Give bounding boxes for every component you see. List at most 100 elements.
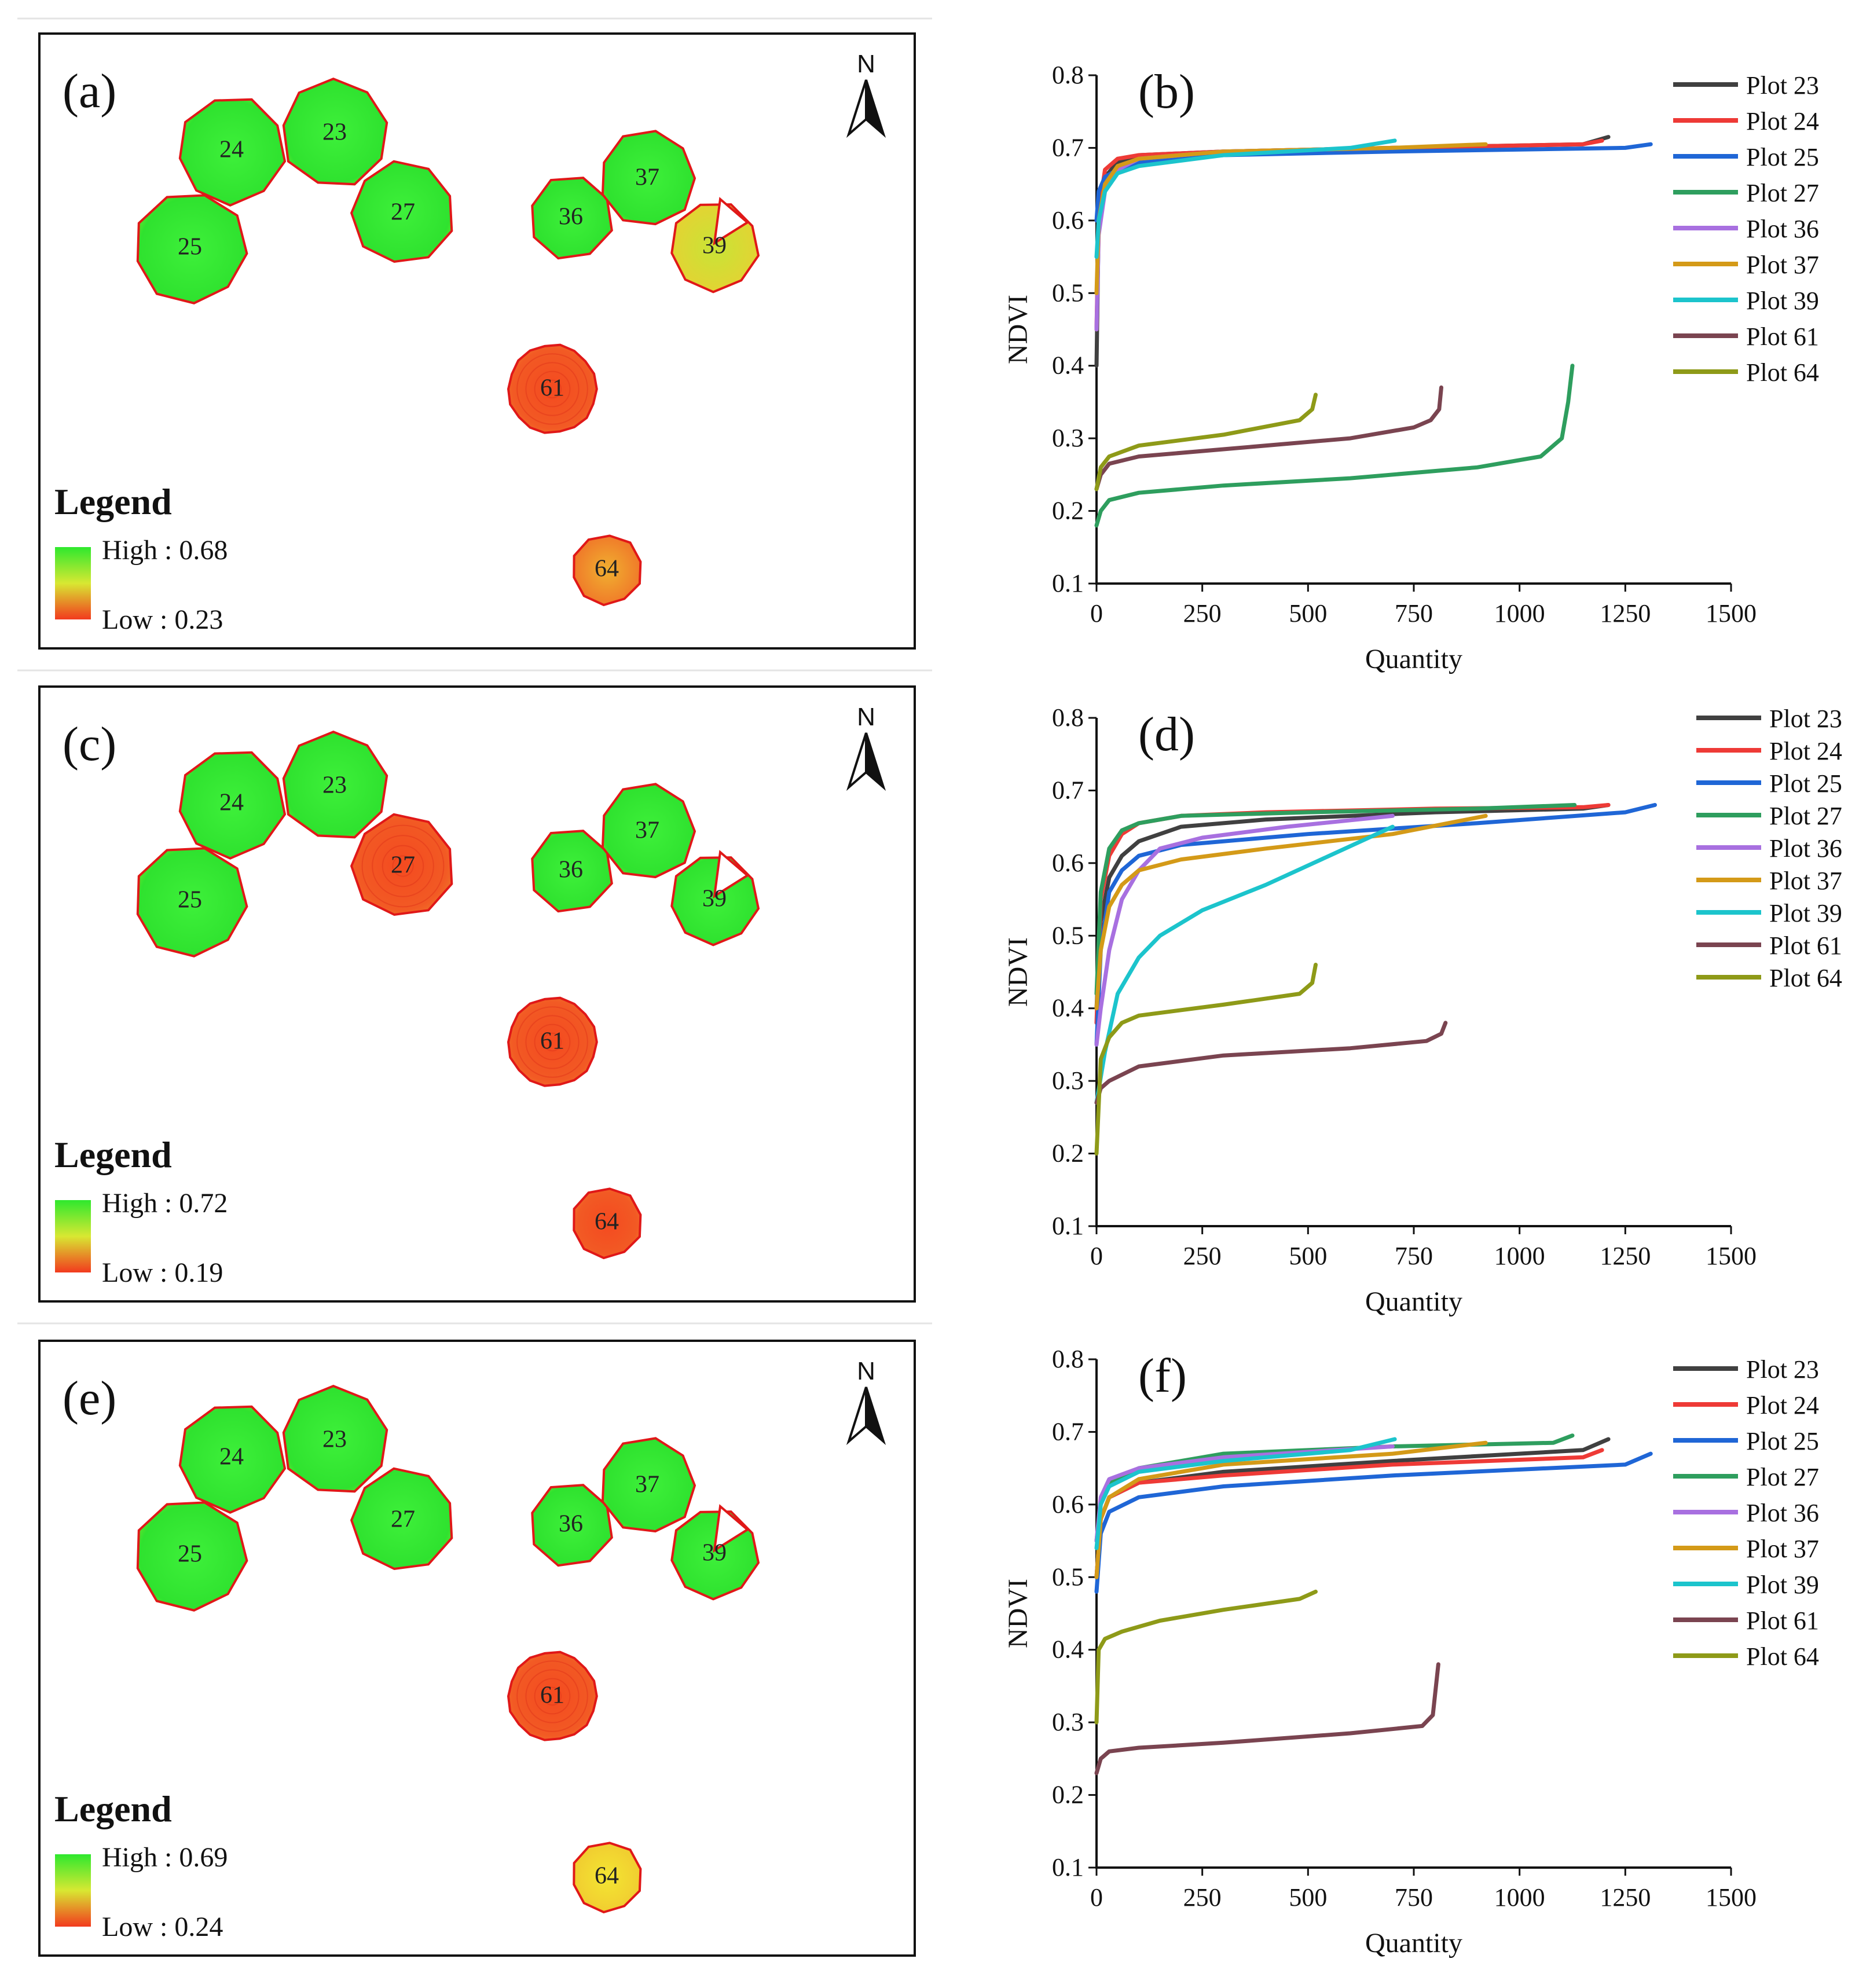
plot-64: 64 [573,1842,642,1914]
plot-27-ring [392,855,414,877]
y-tick-label: 0.5 [1052,1562,1084,1591]
chart-axes [1095,718,1731,1227]
north-arrow-right-icon [865,732,886,791]
plot-24-label: 24 [219,137,244,163]
y-tick-label: 0.2 [1052,1139,1084,1168]
y-tick-label: 0.3 [1052,1066,1084,1095]
y-tick-label: 0.4 [1052,1635,1084,1664]
series-line-plot-23 [1094,135,1611,368]
north-arrow: N [846,703,886,791]
legend-entry: Plot 37 [1746,1535,1819,1563]
legend-high: High : 0.72 [102,1188,228,1219]
series-line-plot-23 [1094,803,1611,1011]
plot-25-area [136,1501,248,1612]
y-tick-label: 0.7 [1052,1417,1084,1446]
plot-23-label: 23 [322,1426,347,1453]
x-tick-label: 1250 [1600,1242,1651,1270]
plot-39-label: 39 [702,886,727,912]
series-line-plot-61 [1094,385,1443,492]
north-label: N [857,703,875,731]
legend-entry: Plot 23 [1746,1355,1819,1384]
plot-24: 24 [178,1405,287,1514]
legend-entry: Plot 64 [1746,358,1819,387]
legend-entry: Plot 61 [1769,931,1842,960]
series-line-plot-61 [1094,1662,1440,1776]
plot-36-label: 36 [559,857,583,883]
series-line-plot-64 [1094,393,1318,492]
plot-64: 64 [573,1187,642,1260]
plot-24: 24 [178,751,287,860]
legend-entry: Plot 25 [1769,769,1842,798]
plot-24-label: 24 [219,790,244,816]
plot-25-label: 25 [178,234,202,261]
panel-label: (a) [63,64,116,118]
chart-panel-b: 0.1 0.2 0.3 0.4 0.5 0.6 0.7 0.8 0 250 500 750 1000 12… [1003,61,1819,674]
north-arrow-right-icon [865,79,886,138]
x-tick-label: 0 [1090,599,1103,628]
plot-39: 39 [670,850,760,947]
x-axis-label: Quantity [1365,1286,1462,1317]
plot-23: 23 [282,731,388,839]
plot-61: 61 [507,996,598,1087]
legend-entry: Plot 24 [1746,107,1819,135]
y-tick-label: 0.2 [1052,1781,1084,1809]
plot-37-area [601,130,696,226]
plot-39: 39 [670,197,760,294]
plot-27: 27 [350,813,453,916]
plot-61-ring [534,1678,571,1715]
x-tick-label: 0 [1090,1242,1103,1270]
legend-entry: Plot 27 [1746,179,1819,207]
x-tick-label: 250 [1183,1242,1222,1270]
x-tick-label: 1500 [1706,1242,1757,1270]
plot-36-label: 36 [559,204,583,230]
y-tick-label: 0.8 [1052,61,1084,89]
x-tick-label: 250 [1183,599,1222,628]
panel-label: (f) [1138,1349,1187,1403]
legend-entry: Plot 64 [1769,964,1842,992]
plot-64-label: 64 [595,556,619,582]
legend-title: Legend [54,481,172,522]
legend-entry: Plot 36 [1746,215,1819,243]
legend-entry: Plot 24 [1746,1391,1819,1420]
series-line-plot-24 [1094,138,1604,332]
plot-61-area [507,1650,598,1741]
north-arrow-right-icon [865,1387,886,1446]
y-tick-label: 0.1 [1052,1212,1084,1240]
plot-36: 36 [531,1484,613,1567]
plot-37-label: 37 [635,164,659,191]
y-tick-label: 0.3 [1052,424,1084,452]
x-axis-label: Quantity [1365,1928,1462,1958]
plot-23: 23 [282,1385,388,1493]
plot-24-area [178,98,287,207]
legend-entry: Plot 27 [1746,1463,1819,1491]
plot-27-ring [372,835,434,897]
series-line-plot-36 [1094,145,1395,332]
plot-25: 25 [136,847,248,958]
legend-low: Low : 0.23 [102,604,223,635]
legend-high: High : 0.69 [102,1842,228,1873]
legend-title: Legend [54,1788,172,1829]
plot-36-area [531,177,613,260]
y-tick-label: 0.4 [1052,351,1084,380]
legend-low: Low : 0.19 [102,1257,223,1288]
series-line-plot-61 [1094,1021,1448,1105]
x-tick-label: 1000 [1494,1883,1545,1912]
plot-39-notch [713,850,750,898]
plot-61-ring [525,1669,580,1723]
series-line-plot-39 [1094,824,1395,1105]
x-tick-label: 750 [1395,1883,1433,1912]
plot-37-area [601,1437,696,1533]
legend-entry: Plot 39 [1746,287,1819,315]
plot-61-ring [542,1032,562,1052]
plot-39-notch [713,1504,750,1553]
x-axis-label: Quantity [1365,644,1462,674]
series-line-plot-27 [1094,364,1575,528]
plot-61-label: 61 [540,375,564,402]
y-tick-label: 0.6 [1052,206,1084,234]
legend-high: High : 0.68 [102,535,228,566]
legend-color-ramp [55,1854,91,1927]
plot-36-area [531,1484,613,1567]
plot-24-area [178,1405,287,1514]
panel-label: (c) [63,717,116,771]
